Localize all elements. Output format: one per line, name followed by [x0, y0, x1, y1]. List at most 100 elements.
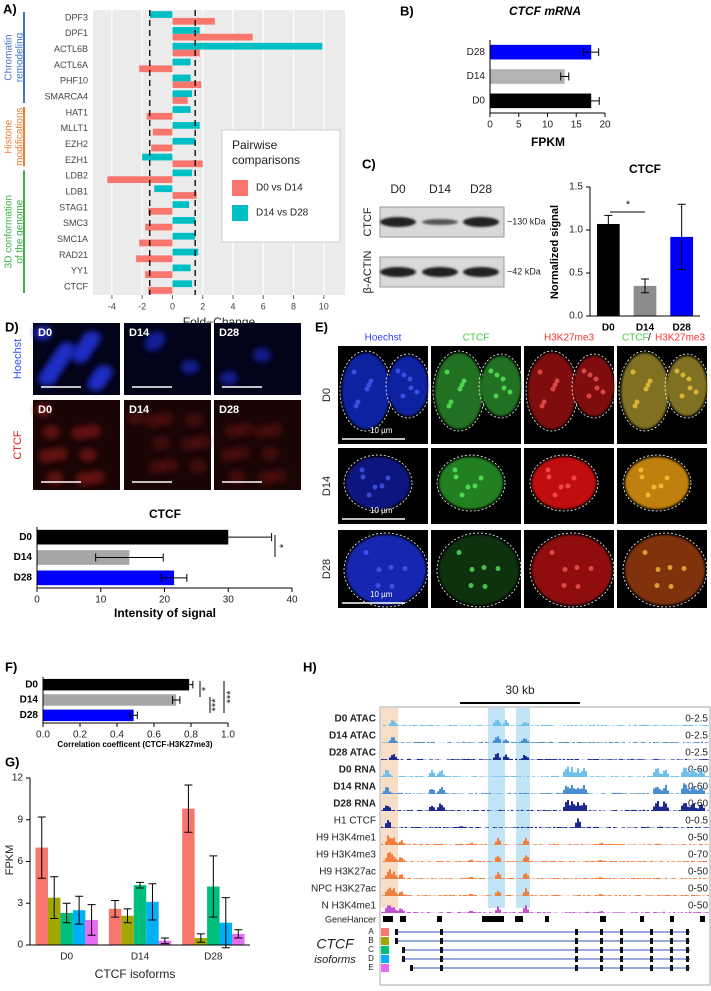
tick-label: 0.0 [36, 730, 50, 741]
exon [600, 947, 603, 953]
foci [488, 368, 494, 374]
legend-key [232, 180, 248, 196]
tick-label: 6 [261, 301, 266, 311]
error-bar [677, 203, 686, 271]
track-range: 0-60 [688, 782, 708, 793]
x-axis-label: FPKM [531, 135, 565, 149]
cell-signal [58, 342, 76, 356]
exon [440, 947, 443, 953]
track-signal [381, 736, 709, 743]
nucleus [532, 457, 596, 509]
bar [43, 709, 134, 722]
foci [575, 584, 581, 589]
foci [654, 583, 660, 588]
isoform-label: A [368, 927, 374, 936]
cell-signal [34, 326, 52, 340]
error-bar [95, 553, 164, 562]
exon [686, 929, 689, 935]
error-bar [184, 784, 193, 833]
row-label: CTCF [12, 430, 24, 460]
y-axis-label: Normalized signal [549, 205, 561, 299]
category-label: PHF10 [60, 76, 88, 86]
exon [620, 956, 623, 962]
significance-label: *** [225, 690, 237, 704]
bar [145, 271, 173, 278]
foci [674, 368, 680, 374]
category-label: D0 [60, 952, 73, 963]
exon [670, 938, 673, 944]
foci [355, 399, 361, 405]
scale-label: 30 kb [505, 683, 535, 697]
foci [571, 475, 577, 481]
bar [148, 207, 173, 215]
legend-title: Pairwise [232, 138, 278, 152]
x-axis-label: Intensity of signal [114, 606, 216, 620]
foci [407, 376, 413, 382]
category-label: RAD21 [59, 250, 88, 260]
bar [172, 74, 191, 82]
foci [537, 369, 543, 375]
bar [633, 285, 657, 316]
nucleus [439, 535, 519, 605]
foci [478, 475, 484, 481]
category-label: STAG1 [59, 202, 88, 212]
cell-signal [79, 448, 97, 462]
bar [490, 93, 592, 109]
nucleus [667, 356, 707, 416]
tick-label: 8 [291, 301, 296, 311]
error-bar [160, 573, 188, 582]
foci [680, 372, 686, 378]
bar [670, 236, 694, 316]
foci [554, 378, 560, 384]
significance-label: * [626, 199, 631, 211]
foci [360, 474, 366, 480]
exon [575, 956, 578, 962]
tick-label: 40 [286, 595, 298, 606]
cell-signal [181, 360, 199, 374]
track-label: H9 H3K4me1 [316, 833, 376, 844]
foci [507, 389, 513, 395]
bar [35, 847, 48, 945]
bar [37, 529, 229, 545]
category-label: D28 [204, 952, 223, 963]
bar [172, 137, 196, 145]
tick-label: 20 [159, 595, 171, 606]
cell-signal [156, 412, 174, 426]
foci [561, 583, 567, 588]
bar [490, 44, 592, 60]
category-label: D14 [636, 323, 655, 334]
lane-label: D28 [470, 182, 492, 196]
genehancer-element [545, 916, 549, 922]
genehancer-element [640, 916, 644, 922]
foci [401, 372, 407, 378]
track-range: 0-50 [688, 901, 708, 912]
group-label: modifications [15, 107, 26, 165]
bar [172, 58, 191, 66]
chart-title: CTCF mRNA [509, 4, 581, 18]
foci [388, 565, 394, 570]
group-label: 3D conformation [4, 195, 15, 268]
exon [402, 956, 405, 962]
foci [655, 567, 661, 572]
scale-bar-label: 10 µm [370, 506, 393, 515]
group-label: of the genome [15, 199, 26, 263]
category-label: D14 [20, 695, 39, 706]
isoform-label: C [368, 945, 374, 954]
foci [587, 372, 593, 378]
blot-band [422, 219, 458, 225]
bar [172, 232, 196, 240]
column-label: / [648, 333, 651, 344]
group-label: remodeling [15, 33, 26, 82]
error-bar [196, 933, 205, 943]
blot-band [380, 217, 416, 227]
genehancer-element [437, 916, 442, 922]
tick-label: 0.5 [569, 268, 583, 279]
foci [353, 403, 359, 409]
foci [444, 369, 450, 375]
bar [172, 122, 200, 129]
tick-label: 3 [17, 898, 23, 909]
error-bar [604, 214, 613, 234]
bar [149, 11, 173, 18]
row-label: D28 [321, 559, 333, 579]
error-bar [50, 876, 59, 920]
